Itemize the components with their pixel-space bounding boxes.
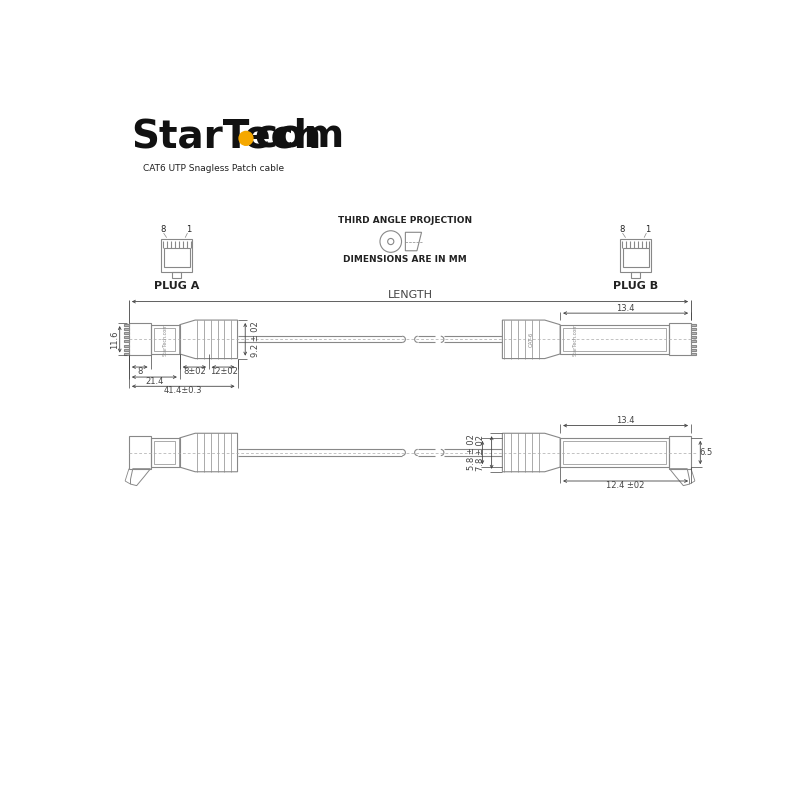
Text: LENGTH: LENGTH	[387, 290, 433, 301]
Bar	[129, 323, 150, 355]
Bar	[172, 271, 182, 278]
Bar	[150, 325, 180, 354]
Text: PLUG B: PLUG B	[613, 281, 658, 291]
Bar	[560, 438, 670, 467]
Text: 8±02: 8±02	[183, 367, 206, 376]
Circle shape	[239, 131, 253, 146]
Text: 11.6: 11.6	[110, 330, 119, 349]
Bar	[691, 332, 697, 334]
Bar	[154, 328, 175, 351]
Text: 21.4: 21.4	[145, 377, 163, 386]
Text: StarTech.com: StarTech.com	[573, 322, 578, 356]
Bar	[560, 325, 670, 354]
Bar	[620, 239, 651, 271]
Bar	[123, 341, 129, 342]
Bar	[123, 349, 129, 350]
Text: THIRD ANGLE PROJECTION: THIRD ANGLE PROJECTION	[338, 216, 472, 225]
Text: 13.4: 13.4	[616, 304, 635, 313]
Text: 6.5: 6.5	[700, 448, 713, 457]
Bar	[123, 332, 129, 334]
Bar	[150, 438, 180, 467]
Bar	[691, 353, 697, 355]
Text: 9.2 ± 02: 9.2 ± 02	[251, 322, 261, 357]
Text: 8: 8	[160, 225, 166, 234]
Bar	[123, 336, 129, 338]
Text: 41.4±0.3: 41.4±0.3	[164, 386, 202, 395]
Text: 1: 1	[186, 225, 192, 234]
Bar	[691, 328, 697, 330]
Bar	[670, 323, 691, 355]
Bar	[154, 441, 175, 464]
Text: PLUG A: PLUG A	[154, 281, 199, 291]
Bar	[691, 341, 697, 342]
Text: CAT6 UTP Snagless Patch cable: CAT6 UTP Snagless Patch cable	[143, 164, 284, 173]
Text: DIMENSIONS ARE IN MM: DIMENSIONS ARE IN MM	[342, 254, 466, 263]
Bar	[162, 239, 192, 271]
Bar	[631, 271, 640, 278]
Bar	[163, 249, 190, 267]
Bar	[622, 249, 649, 267]
Bar	[123, 353, 129, 355]
Text: 8: 8	[619, 225, 625, 234]
Text: CAT-6: CAT-6	[529, 332, 534, 347]
Text: 12.4 ±02: 12.4 ±02	[606, 481, 645, 490]
Text: StarTech: StarTech	[131, 117, 322, 155]
Text: 12±02: 12±02	[210, 367, 238, 376]
Text: 7.8 ± 02: 7.8 ± 02	[476, 434, 486, 470]
Bar	[129, 436, 150, 469]
Bar	[123, 324, 129, 326]
Bar	[123, 345, 129, 346]
Bar	[691, 324, 697, 326]
Bar	[691, 336, 697, 338]
Text: 13.4: 13.4	[616, 417, 635, 426]
Text: 5.8 ± 02: 5.8 ± 02	[467, 434, 476, 470]
Bar	[563, 441, 666, 464]
Text: com: com	[254, 117, 345, 155]
Text: 8: 8	[137, 367, 142, 376]
Bar	[563, 328, 666, 351]
Text: 1: 1	[646, 225, 650, 234]
Bar	[670, 436, 691, 469]
Text: StarTech.com: StarTech.com	[162, 322, 168, 356]
Bar	[691, 349, 697, 350]
Bar	[123, 328, 129, 330]
Bar	[691, 345, 697, 346]
